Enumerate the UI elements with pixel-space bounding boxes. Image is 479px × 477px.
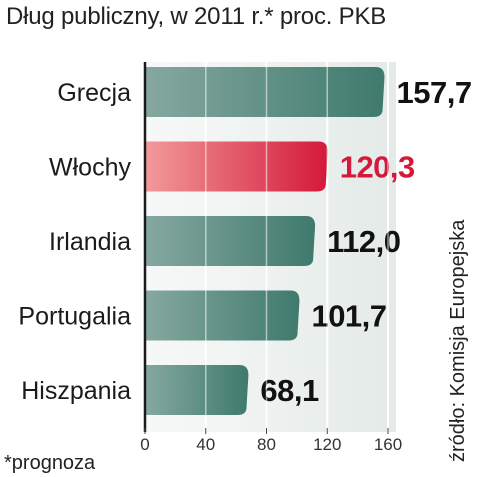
x-tick-label: 40 [196,435,215,454]
x-tick-label: 80 [257,435,276,454]
bar [145,290,300,341]
category-label: Hiszpania [21,377,131,405]
bar [145,365,249,415]
source-note: źródło: Komisja Europejska [447,219,469,462]
x-tick-label: 160 [374,435,402,454]
value-label: 112,0 [327,224,400,259]
chart-title: Dług publiczny, w 2011 r.* proc. PKB [6,3,387,30]
bar [145,216,316,266]
bar [145,141,328,192]
category-label: Portugalia [18,303,131,331]
value-label: 157,7 [397,75,472,110]
category-label: Irlandia [49,228,131,256]
value-label: 101,7 [311,299,386,334]
value-label: 120,3 [340,150,415,185]
bar [145,67,385,117]
x-tick-label: 120 [313,435,341,454]
x-tick-label: 0 [140,435,149,454]
value-label: 68,1 [260,373,319,408]
category-label: Grecja [57,79,131,107]
footnote: *prognoza [4,452,96,474]
category-label: Włochy [49,154,131,182]
